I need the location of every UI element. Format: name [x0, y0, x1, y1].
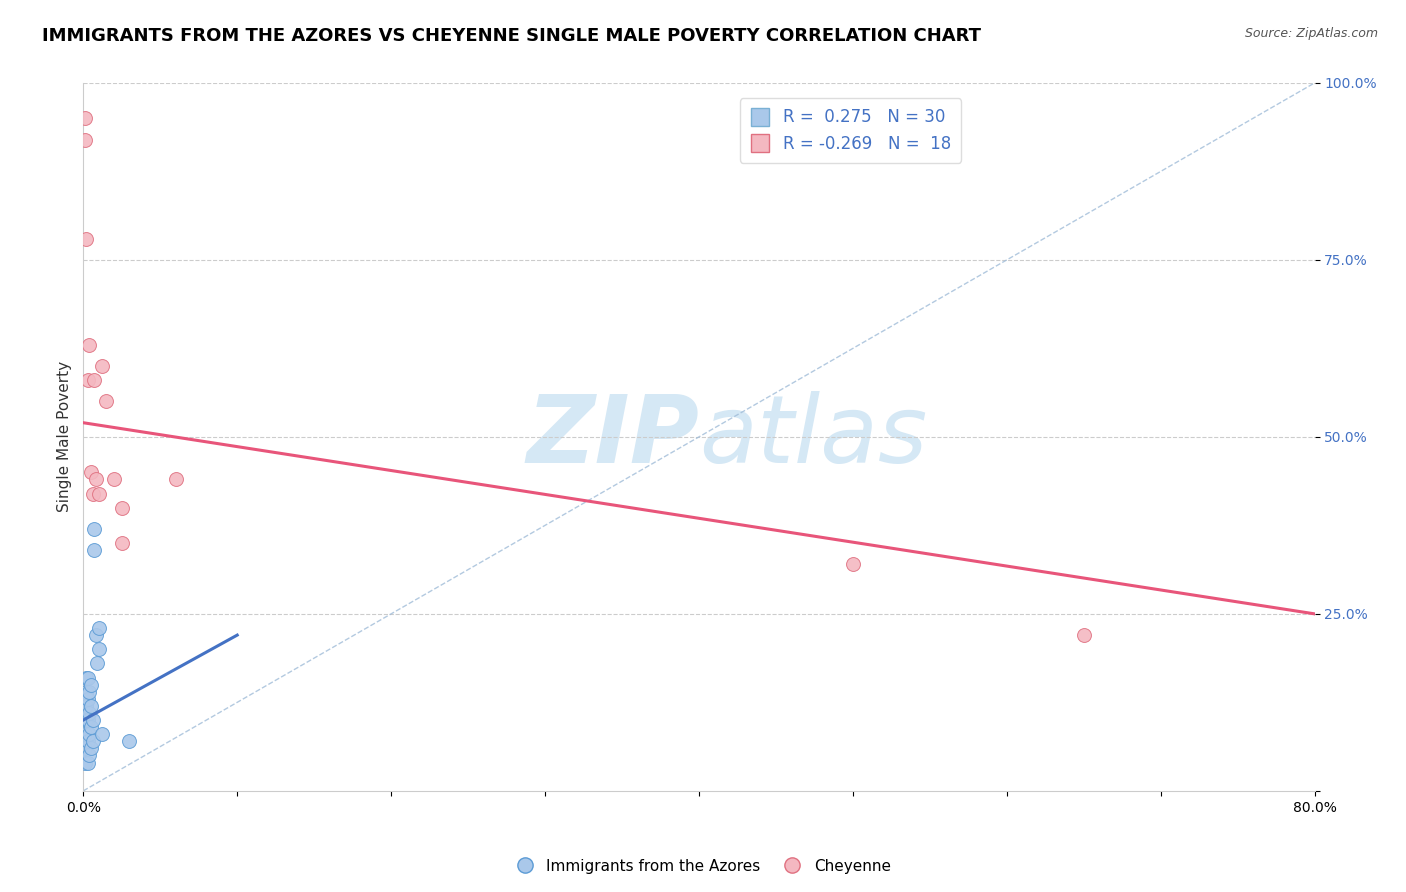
Point [75, 684, 97, 698]
Legend: R =  0.275   N = 30, R = -0.269   N =  18: R = 0.275 N = 30, R = -0.269 N = 18 [740, 98, 962, 162]
Point [77, 734, 100, 748]
Point [111, 536, 134, 550]
Point [79, 684, 101, 698]
Point [77, 756, 100, 770]
Point [165, 472, 187, 486]
Point [73, 112, 96, 126]
Point [84, 628, 107, 642]
Point [82, 486, 104, 500]
Text: atlas: atlas [699, 392, 927, 483]
Point [75, 232, 97, 246]
Point [80, 465, 103, 479]
Text: Source: ZipAtlas.com: Source: ZipAtlas.com [1244, 27, 1378, 40]
Point [80, 741, 103, 756]
Point [79, 338, 101, 352]
Point [842, 558, 865, 572]
Point [87, 621, 110, 635]
Text: IMMIGRANTS FROM THE AZORES VS CHEYENNE SINGLE MALE POVERTY CORRELATION CHART: IMMIGRANTS FROM THE AZORES VS CHEYENNE S… [42, 27, 981, 45]
Legend: Immigrants from the Azores, Cheyenne: Immigrants from the Azores, Cheyenne [509, 853, 897, 880]
Point [73, 756, 96, 770]
Point [80, 720, 103, 734]
Point [90, 359, 112, 373]
Point [82, 734, 104, 748]
Point [90, 727, 112, 741]
Point [80, 678, 103, 692]
Point [79, 748, 101, 763]
Point [75, 713, 97, 727]
Point [75, 671, 97, 685]
Text: ZIP: ZIP [526, 391, 699, 483]
Point [79, 727, 101, 741]
Point [111, 500, 134, 515]
Point [96, 394, 118, 409]
Point [75, 698, 97, 713]
Point [79, 706, 101, 720]
Point [83, 373, 105, 387]
Point [83, 543, 105, 558]
Y-axis label: Single Male Poverty: Single Male Poverty [58, 361, 72, 512]
Point [1073, 628, 1095, 642]
Point [84, 472, 107, 486]
Point [77, 373, 100, 387]
Point [86, 657, 108, 671]
Point [77, 671, 100, 685]
Point [87, 486, 110, 500]
Point [87, 642, 110, 657]
Point [77, 713, 100, 727]
Point [80, 698, 103, 713]
Point [103, 472, 125, 486]
Point [73, 727, 96, 741]
Point [83, 522, 105, 536]
Point [82, 713, 104, 727]
Point [73, 132, 96, 146]
Point [73, 741, 96, 756]
Point [118, 734, 141, 748]
Point [77, 691, 100, 706]
